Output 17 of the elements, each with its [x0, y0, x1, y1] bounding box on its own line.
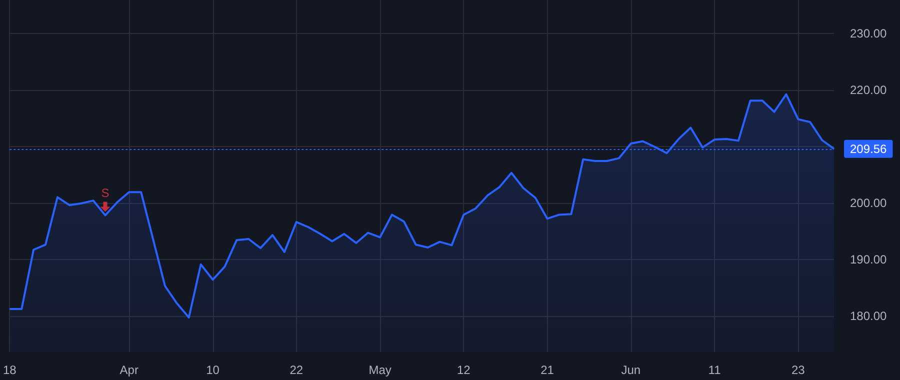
x-tick-label: 12 [456, 363, 471, 377]
x-tick-label: 11 [708, 363, 722, 377]
y-tick-label: 230.00 [850, 26, 888, 40]
data-label: S [101, 186, 110, 200]
x-tick-label: Jun [621, 363, 641, 377]
x-tick-label: 22 [290, 363, 304, 377]
y-tick-label: 200.00 [850, 196, 888, 210]
y-tick-label: 220.00 [850, 82, 888, 97]
x-tick-label: 23 [791, 363, 806, 377]
x-tick-label: 10 [206, 363, 220, 377]
x-tick-label: May [368, 363, 392, 377]
x-tick-label: 21 [540, 363, 554, 377]
x-tick-label: Apr [120, 363, 138, 377]
y-tick-label: 190.00 [850, 252, 888, 266]
y-tick-label: 180.00 [850, 308, 888, 323]
x-tick-label: 18 [2, 363, 17, 377]
ref-line-label: 209.56 [850, 142, 888, 156]
